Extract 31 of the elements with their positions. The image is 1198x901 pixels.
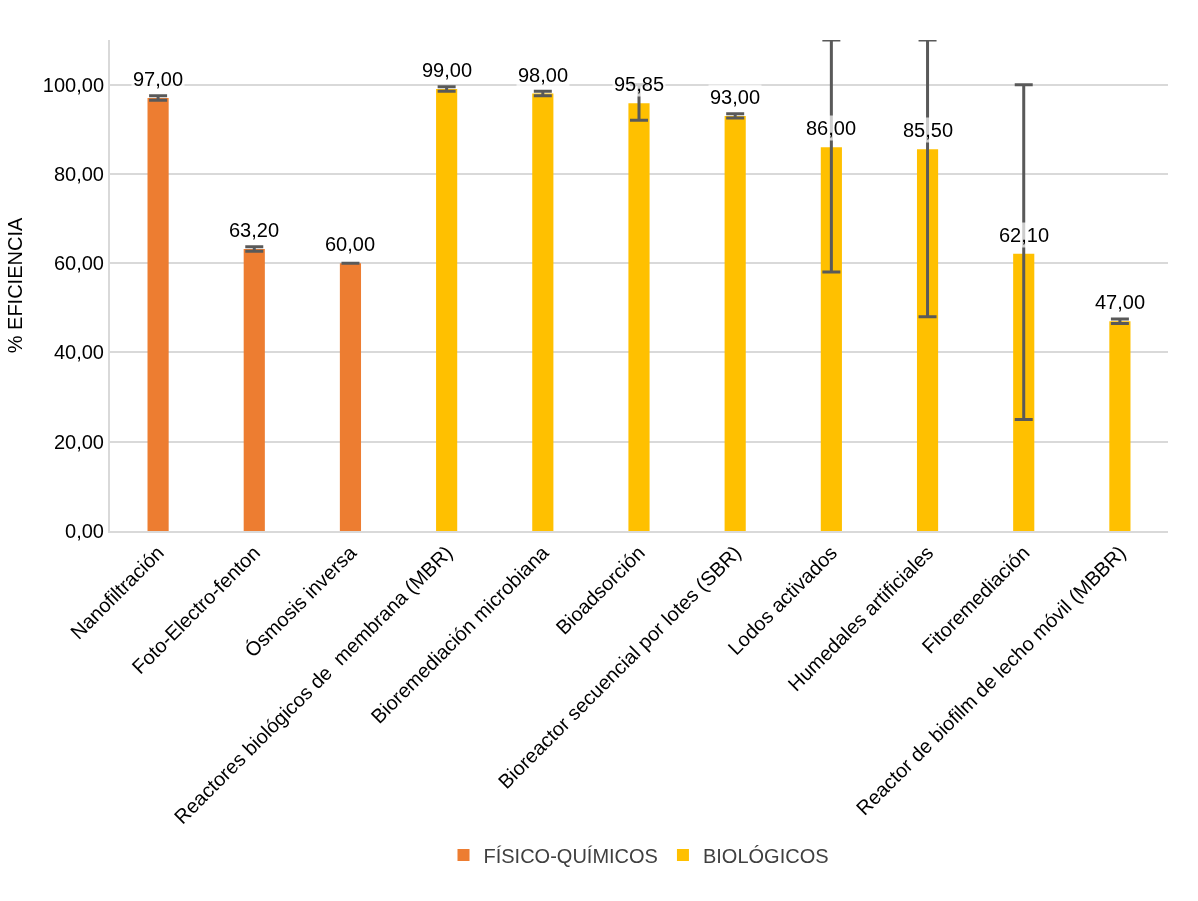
data-label: 93,00 [710,86,761,108]
y-tick-label: 60,00 [53,252,104,275]
data-label: 98,00 [518,64,569,86]
legend-label: BIOLÓGICOS [702,844,829,867]
data-label: 60,00 [325,233,376,255]
legend-label: FÍSICO-QUÍMICOS [483,844,658,867]
data-label: 47,00 [1095,291,1146,313]
bar [820,147,842,531]
data-label: 62,10 [999,224,1050,246]
y-axis-title: % EFICIENCIA [3,217,26,354]
data-label: 86,00 [806,117,857,139]
bar [436,89,458,531]
y-tick-label: 100,00 [42,73,104,96]
bar [243,248,265,531]
bar [532,93,554,531]
bar [724,115,746,531]
data-label: 97,00 [133,68,184,90]
data-label: 95,85 [614,73,665,95]
y-tick-label: 0,00 [65,520,104,542]
bar [1109,321,1131,531]
y-tick-label: 40,00 [53,341,104,364]
y-tick-label: 20,00 [53,430,104,453]
bar [628,103,650,531]
data-label: 99,00 [422,59,473,81]
y-tick-label: 80,00 [53,162,104,185]
bar [1013,253,1035,531]
bar [339,263,362,531]
bar [916,149,939,531]
data-label: 85,50 [903,119,954,141]
data-label: 63,20 [229,219,280,241]
bar [147,98,169,531]
